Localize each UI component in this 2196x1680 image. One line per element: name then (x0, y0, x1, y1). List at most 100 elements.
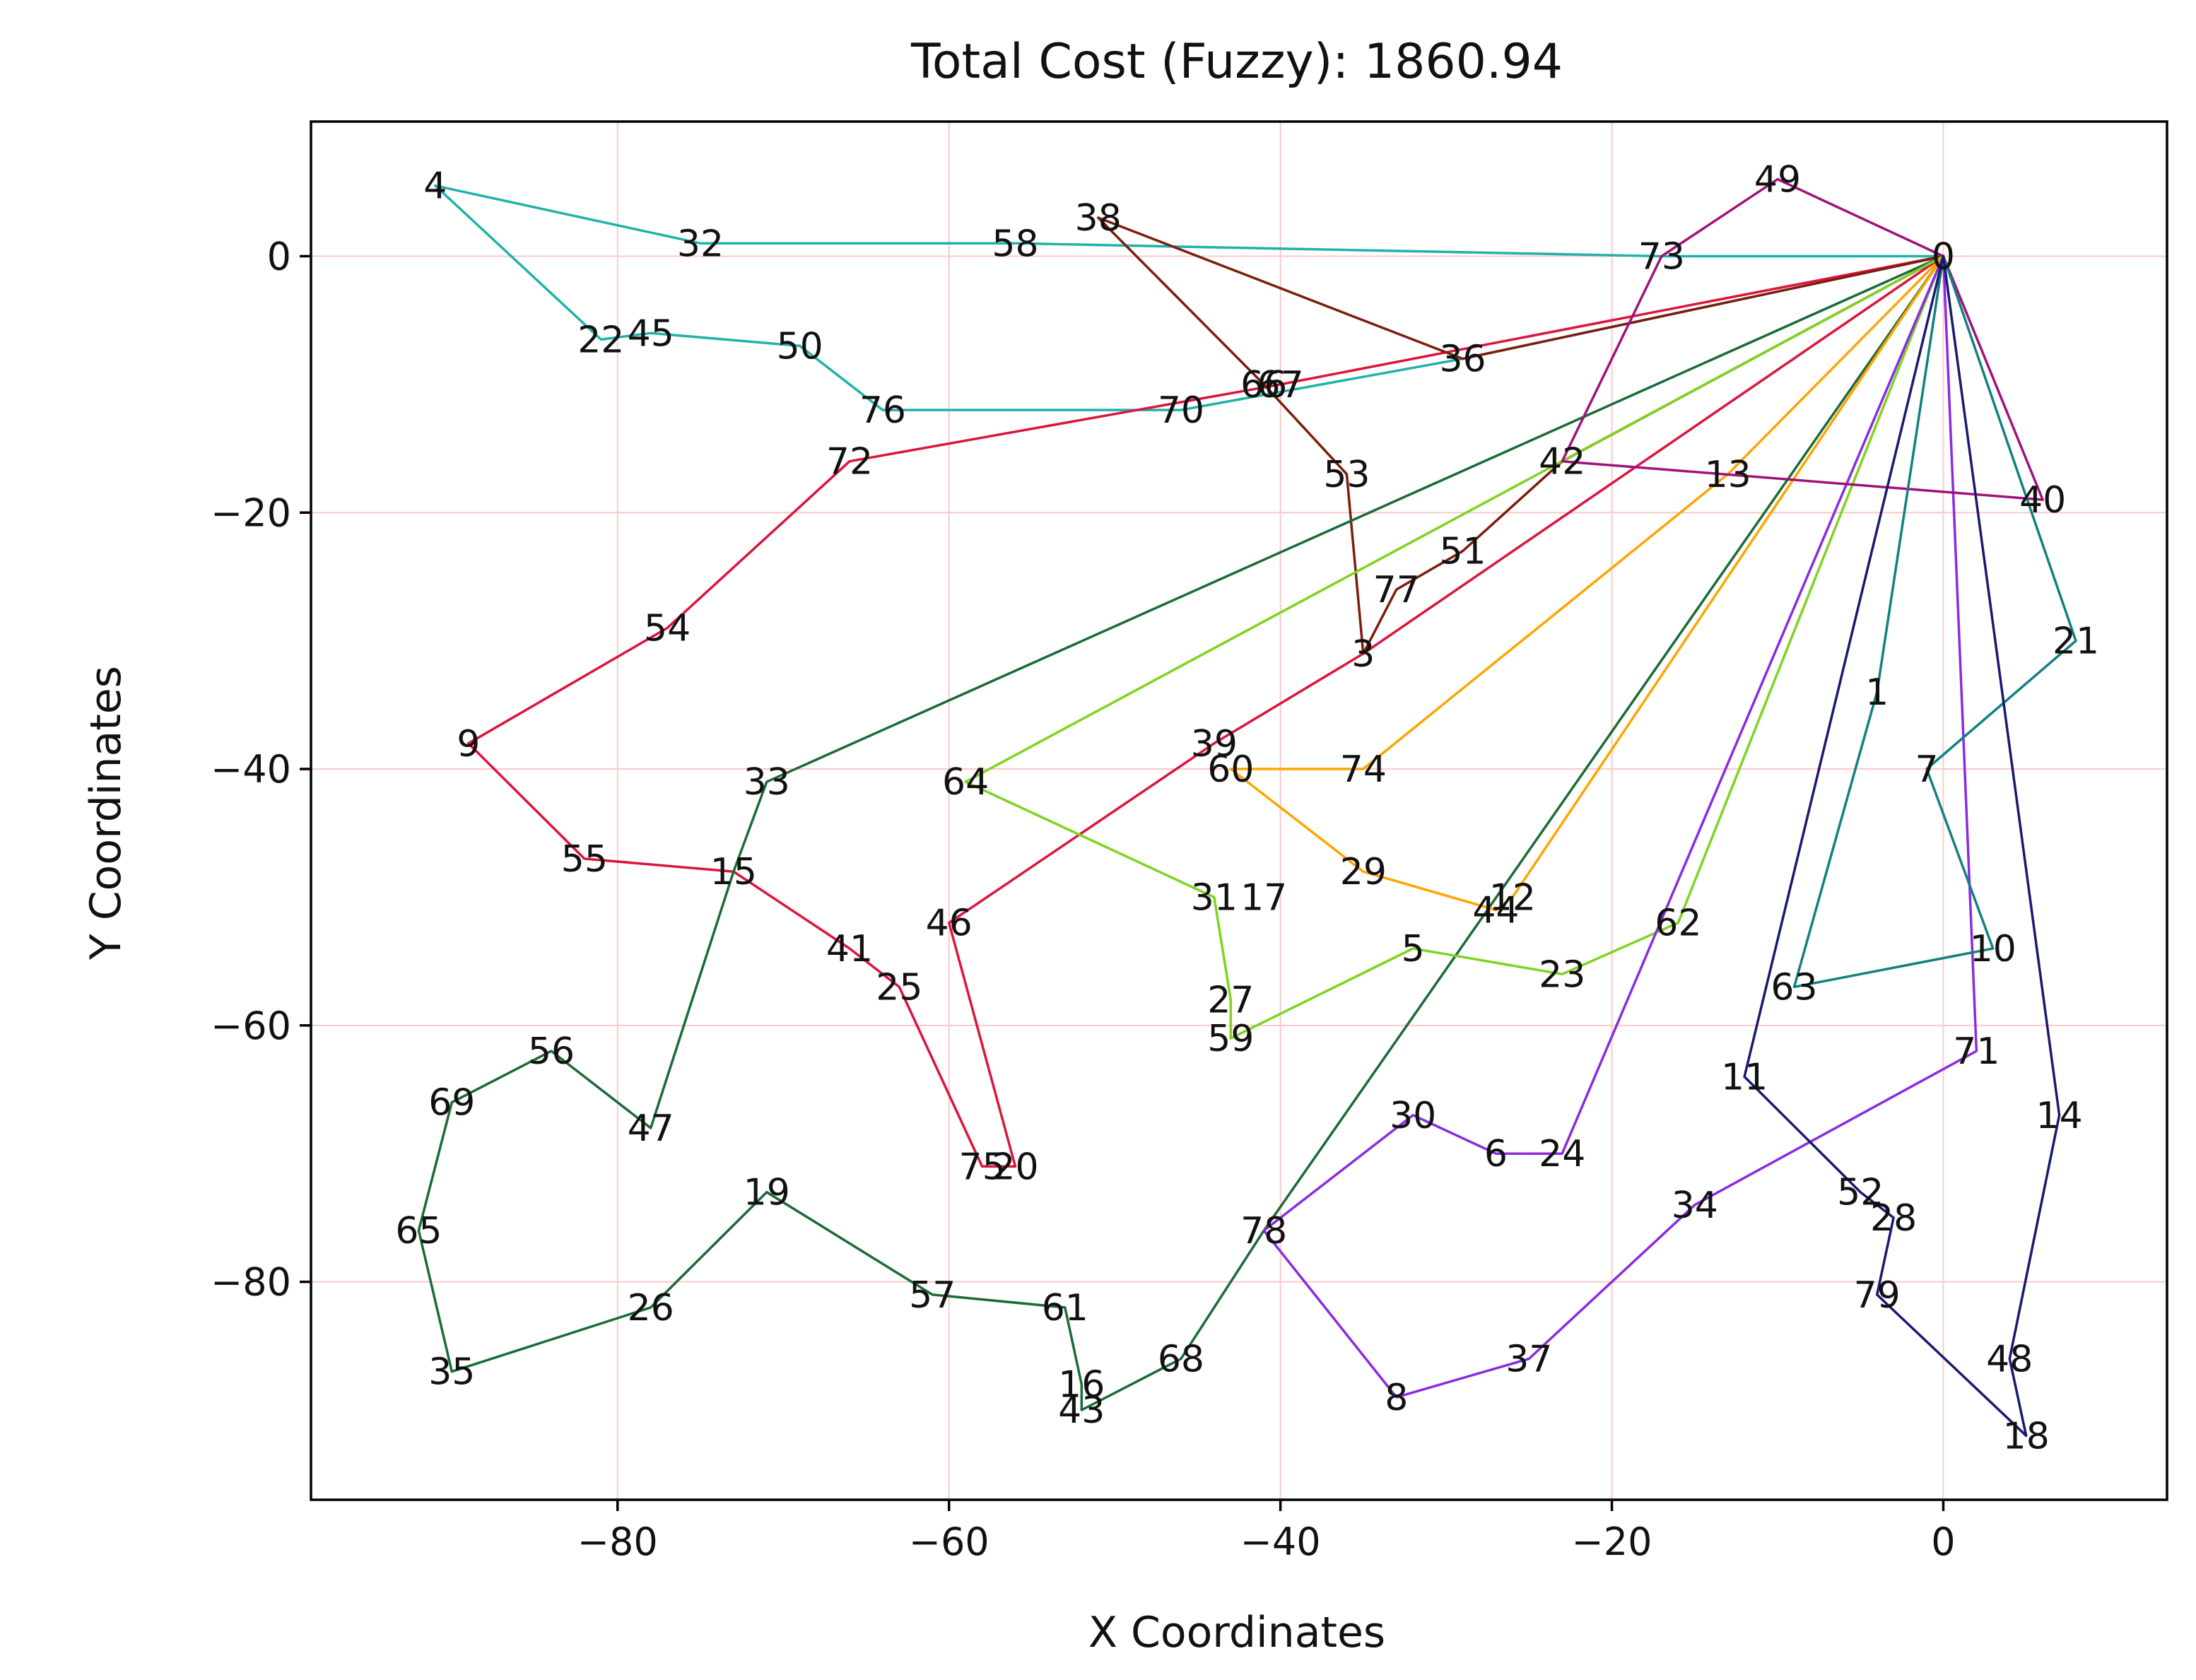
node-label-9: 9 (457, 723, 480, 765)
node-label-20: 20 (992, 1146, 1038, 1188)
node-label-22: 22 (577, 319, 624, 361)
node-label-46: 46 (926, 903, 973, 945)
node-label-18: 18 (2003, 1415, 2050, 1457)
node-label-63: 63 (1771, 966, 1817, 1009)
node-label-17: 17 (1240, 876, 1287, 919)
node-label-41: 41 (826, 928, 873, 970)
node-label-36: 36 (1439, 339, 1486, 381)
node-label-57: 57 (909, 1274, 956, 1317)
node-label-0: 0 (1932, 235, 1955, 278)
node-label-1: 1 (1865, 671, 1889, 714)
chart-title: Total Cost (Fuzzy): 1860.94 (910, 34, 1563, 90)
x-tick-label: −20 (1572, 1520, 1652, 1564)
x-axis-label: X Coordinates (1088, 1608, 1385, 1657)
node-label-33: 33 (744, 761, 790, 804)
plot-frame (310, 120, 2168, 1501)
node-label-27: 27 (1207, 980, 1254, 1022)
node-label-30: 30 (1390, 1095, 1436, 1137)
node-label-13: 13 (1705, 454, 1751, 496)
node-label-35: 35 (428, 1351, 475, 1394)
node-label-16: 16 (1058, 1364, 1105, 1406)
node-label-43: 43 (1058, 1390, 1105, 1432)
node-label-71: 71 (1953, 1030, 2000, 1073)
y-axis-label: Y Coordinates (81, 666, 131, 961)
node-label-25: 25 (876, 966, 922, 1009)
x-tick-label: −80 (577, 1520, 658, 1564)
node-label-19: 19 (744, 1172, 790, 1214)
route-line-5 (964, 254, 1945, 1040)
node-label-40: 40 (2019, 479, 2066, 522)
node-label-54: 54 (644, 608, 691, 650)
route-line-2 (466, 254, 1945, 1168)
node-label-68: 68 (1158, 1338, 1204, 1380)
node-label-38: 38 (1075, 197, 1122, 240)
y-tick-label: −20 (211, 491, 291, 535)
node-label-58: 58 (992, 223, 1038, 265)
node-label-12: 12 (1489, 876, 1536, 919)
node-label-53: 53 (1323, 454, 1370, 496)
node-label-10: 10 (1970, 928, 2016, 970)
node-label-62: 62 (1655, 903, 1701, 945)
node-label-78: 78 (1240, 1210, 1287, 1252)
node-label-8: 8 (1385, 1377, 1408, 1419)
node-label-29: 29 (1340, 851, 1387, 893)
node-label-77: 77 (1373, 569, 1420, 611)
route-line-4 (417, 254, 1945, 1411)
node-label-69: 69 (428, 1082, 475, 1124)
node-label-15: 15 (710, 851, 757, 893)
node-label-34: 34 (1672, 1185, 1718, 1227)
node-label-59: 59 (1207, 1018, 1254, 1060)
node-label-44: 44 (1472, 890, 1519, 932)
route-lines (417, 177, 2077, 1438)
node-label-56: 56 (528, 1030, 575, 1073)
node-label-47: 47 (628, 1108, 674, 1150)
x-tick-label: −60 (909, 1520, 990, 1564)
node-label-24: 24 (1539, 1133, 1585, 1175)
node-label-26: 26 (628, 1287, 674, 1329)
node-label-61: 61 (1042, 1287, 1088, 1329)
axis-ticks: −80 −60 −40 −20 0 0 −20 −40 −60 −80 (211, 234, 1956, 1564)
y-tick-label: −40 (211, 747, 291, 792)
node-label-4: 4 (423, 165, 447, 208)
node-labels: 0134567891011121314151617181920212223242… (395, 159, 2099, 1458)
node-label-31: 31 (1191, 876, 1238, 919)
node-label-32: 32 (677, 223, 724, 265)
node-label-48: 48 (1986, 1338, 2033, 1380)
node-label-75: 75 (958, 1146, 1005, 1188)
node-label-11: 11 (1721, 1056, 1768, 1098)
x-tick-label: 0 (1931, 1520, 1955, 1564)
node-label-6: 6 (1484, 1133, 1508, 1175)
node-label-5: 5 (1402, 928, 1425, 970)
node-label-65: 65 (395, 1210, 442, 1252)
node-label-70: 70 (1158, 389, 1204, 432)
node-label-64: 64 (942, 761, 989, 804)
node-label-14: 14 (2036, 1095, 2083, 1137)
node-label-37: 37 (1505, 1338, 1552, 1380)
node-label-67: 67 (1257, 364, 1304, 406)
node-label-52: 52 (1837, 1172, 1884, 1214)
node-label-60: 60 (1207, 748, 1254, 791)
node-label-3: 3 (1351, 633, 1375, 676)
route-line-9 (1792, 254, 2077, 989)
node-label-66: 66 (1240, 364, 1287, 406)
node-label-72: 72 (826, 441, 873, 483)
route-line-3 (1096, 216, 1945, 655)
node-label-39: 39 (1191, 723, 1238, 765)
x-tick-label: −40 (1240, 1520, 1321, 1564)
node-label-23: 23 (1539, 953, 1585, 996)
route-line-8 (1561, 177, 2044, 501)
node-label-76: 76 (859, 389, 906, 432)
node-label-28: 28 (1870, 1197, 1917, 1240)
node-label-51: 51 (1439, 531, 1486, 573)
node-label-74: 74 (1340, 748, 1387, 791)
route-line-10 (1743, 254, 2061, 1438)
route-line-7 (1262, 254, 1978, 1399)
node-label-50: 50 (777, 325, 823, 368)
node-label-7: 7 (1915, 748, 1938, 791)
node-label-45: 45 (628, 312, 674, 355)
node-label-21: 21 (2053, 621, 2099, 663)
node-label-79: 79 (1854, 1274, 1901, 1317)
node-label-55: 55 (561, 838, 608, 881)
node-label-73: 73 (1638, 235, 1685, 278)
